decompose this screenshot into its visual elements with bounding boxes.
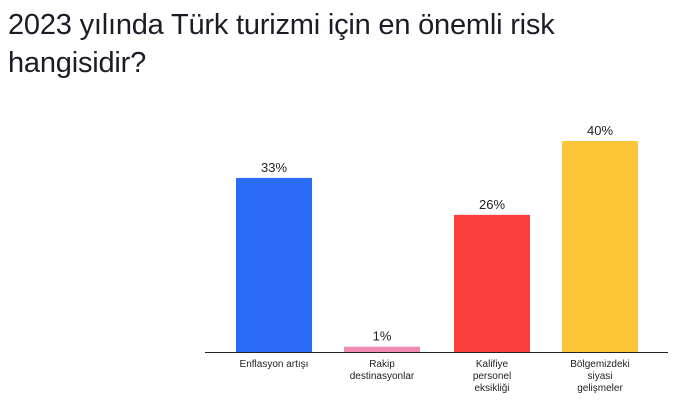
category-label-3: Kalifiye personel eksikliği (473, 359, 511, 394)
category-label-line: personel (473, 371, 511, 382)
bars-layer (236, 141, 638, 352)
value-label-4: 40% (587, 123, 613, 138)
labels-layer: 33% Enflasyon artışı 1% Rakip destinasyonlar… (240, 123, 630, 394)
bar-1 (236, 177, 312, 352)
value-label-1: 33% (261, 160, 287, 175)
category-label-line: Enflasyon artışı (240, 359, 309, 370)
bar-3 (454, 214, 530, 352)
value-label-3: 26% (479, 197, 505, 212)
category-label-line: eksikliği (474, 383, 509, 394)
bar-4 (562, 141, 638, 352)
bar-2 (344, 346, 420, 352)
category-label-line: Kalifiye (476, 359, 509, 370)
category-label-line: siyasi (587, 371, 612, 382)
category-label-line: Bölgemizdeki (570, 359, 629, 370)
value-label-2: 1% (373, 329, 392, 344)
category-label-4: Bölgemizdeki siyasi gelişmeler (570, 359, 629, 394)
chart-title: 2023 yılında Türk turizmi için en önemli… (8, 9, 555, 79)
category-label-2: Rakip destinasyonlar (350, 359, 415, 382)
category-label-line: destinasyonlar (350, 371, 415, 382)
category-label-line: gelişmeler (577, 383, 623, 394)
category-label-line: Rakip (369, 359, 395, 370)
category-label-1: Enflasyon artışı (240, 359, 309, 370)
